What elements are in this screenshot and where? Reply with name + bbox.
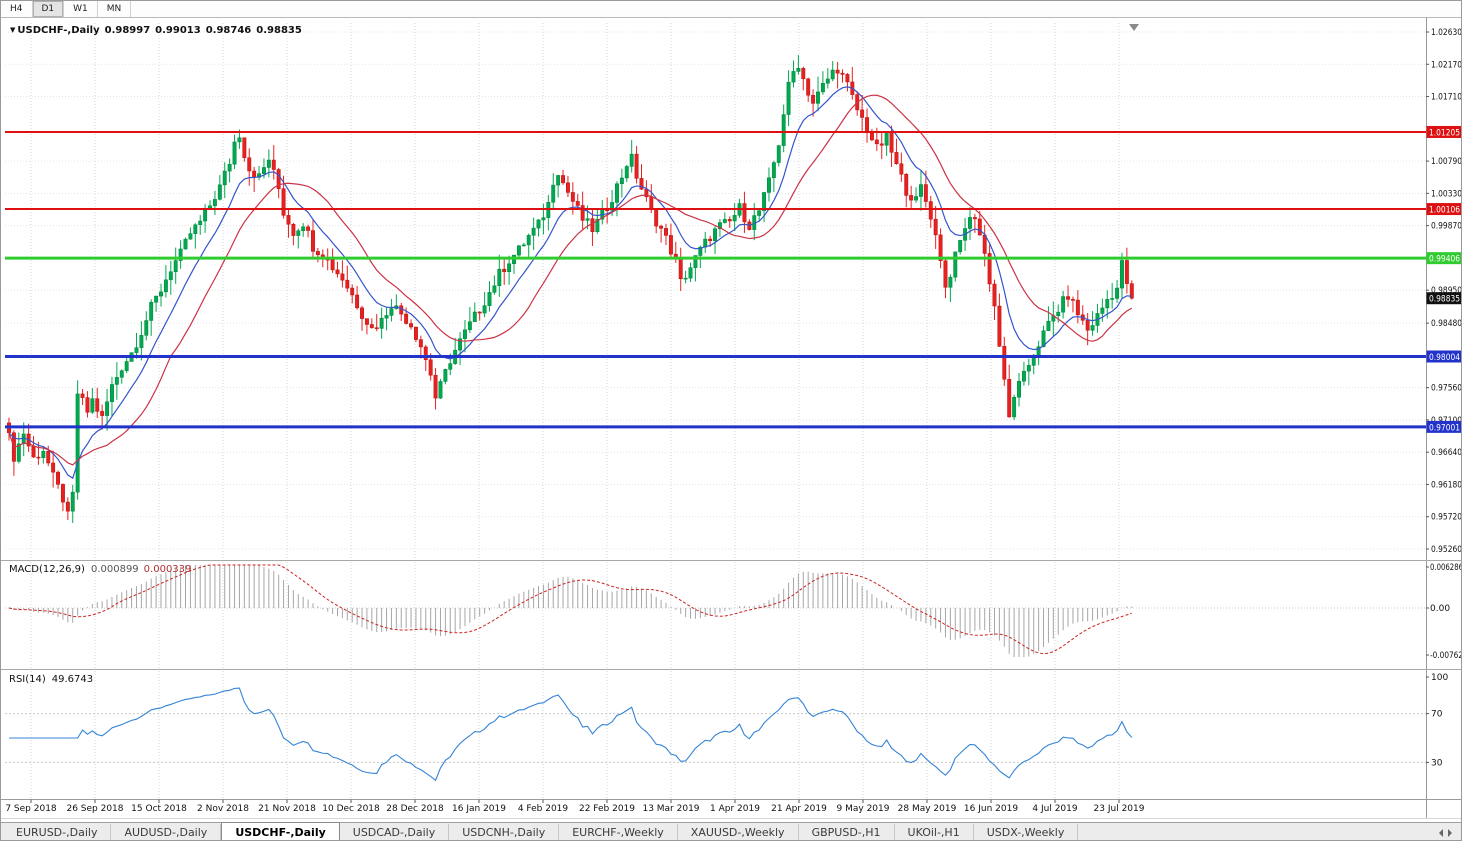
tab-usdchf-daily[interactable]: USDCHF-,Daily: [221, 822, 340, 840]
svg-text:16 Jun 2019: 16 Jun 2019: [964, 804, 1018, 814]
svg-text:1.00106: 1.00106: [1429, 206, 1460, 216]
ohlc-open: 0.98997: [104, 25, 151, 36]
rsi-scale[interactable]: 100 70 30: [1426, 673, 1448, 768]
chart-shift-marker-icon[interactable]: [1129, 24, 1139, 31]
grid-layer: [5, 23, 1426, 799]
time-scale[interactable]: 7 Sep 2018 26 Sep 2018 15 Oct 2018 2 Nov 20…: [5, 799, 1145, 815]
svg-text:1.00330: 1.00330: [1431, 189, 1462, 199]
chart-title: ▼ USDCHF-,Daily 0.98997 0.99013 0.98746 0.988…: [10, 25, 307, 36]
svg-text:13 Mar 2019: 13 Mar 2019: [642, 804, 699, 814]
timeframe-d1-button[interactable]: D1: [32, 1, 65, 17]
svg-text:0.98835: 0.98835: [1429, 295, 1460, 305]
macd-signal-value: 0.000339: [143, 564, 192, 575]
candles-layer[interactable]: [7, 55, 1134, 524]
svg-text:0.98480: 0.98480: [1431, 319, 1462, 329]
svg-text:-0.00762: -0.00762: [1430, 651, 1462, 661]
svg-text:0.98004: 0.98004: [1429, 353, 1460, 363]
svg-text:1.01710: 1.01710: [1431, 93, 1462, 103]
tab-eurchf-weekly[interactable]: EURCHF-,Weekly: [559, 824, 678, 840]
tab-audusd-daily[interactable]: AUDUSD-,Daily: [111, 824, 222, 840]
svg-text:16 Jan 2019: 16 Jan 2019: [452, 804, 506, 814]
svg-text:100: 100: [1431, 673, 1448, 683]
tab-scroll-right-icon[interactable]: [1448, 829, 1452, 837]
svg-text:0.95260: 0.95260: [1431, 545, 1462, 555]
svg-text:15 Oct 2018: 15 Oct 2018: [131, 804, 187, 814]
svg-text:4 Jul 2019: 4 Jul 2019: [1032, 804, 1077, 814]
svg-text:0.97560: 0.97560: [1431, 384, 1462, 394]
timeframe-toolbar: H4 D1 W1 MN: [1, 1, 1461, 18]
svg-text:0.00: 0.00: [1430, 604, 1450, 614]
tab-scroll-left-icon[interactable]: [1439, 829, 1443, 837]
svg-text:21 Apr 2019: 21 Apr 2019: [771, 804, 827, 814]
svg-text:1.00790: 1.00790: [1431, 157, 1462, 167]
rsi-indicator-label: RSI(14) 49.6743: [9, 674, 98, 685]
frame-layer: [1, 17, 1461, 819]
price-scale[interactable]: 1.02630 1.02170 1.01710 1.00790 1.00330 0.998…: [1426, 28, 1462, 555]
svg-text:0.96640: 0.96640: [1431, 448, 1462, 458]
macd-indicator-label: MACD(12,26,9) 0.000899 0.000339: [9, 564, 196, 575]
svg-text:26 Sep 2018: 26 Sep 2018: [66, 804, 123, 814]
macd-name: MACD(12,26,9): [9, 564, 85, 575]
svg-text:1.02170: 1.02170: [1431, 60, 1462, 70]
hline-layer[interactable]: [5, 130, 1426, 429]
tab-xauusd-weekly[interactable]: XAUUSD-,Weekly: [678, 824, 799, 840]
svg-text:7 Sep 2018: 7 Sep 2018: [5, 804, 57, 814]
collapse-triangle-icon[interactable]: ▼: [10, 26, 16, 34]
ma-layer: [8, 86, 1133, 480]
tab-usdcad-daily[interactable]: USDCAD-,Daily: [340, 824, 450, 840]
chart-tab-bar: EURUSD-,Daily AUDUSD-,Daily USDCHF-,Daily U…: [1, 822, 1461, 840]
svg-text:0.97001: 0.97001: [1429, 423, 1460, 433]
rsi-value: 49.6743: [51, 674, 94, 685]
svg-text:30: 30: [1431, 758, 1443, 768]
macd-main-value: 0.000899: [90, 564, 139, 575]
svg-text:0.95720: 0.95720: [1431, 513, 1462, 523]
svg-text:22 Feb 2019: 22 Feb 2019: [579, 804, 635, 814]
tab-usdcnh-daily[interactable]: USDCNH-,Daily: [449, 824, 560, 840]
tab-scroll-controls: [1430, 823, 1461, 840]
tab-ukoil-h1[interactable]: UKOil-,H1: [895, 824, 974, 840]
timeframe-h4-button[interactable]: H4: [1, 1, 33, 17]
ohlc-low: 0.98746: [205, 25, 252, 36]
svg-text:10 Dec 2018: 10 Dec 2018: [322, 804, 380, 814]
svg-text:4 Feb 2019: 4 Feb 2019: [518, 804, 569, 814]
svg-text:1 Apr 2019: 1 Apr 2019: [710, 804, 760, 814]
svg-text:0.99870: 0.99870: [1431, 222, 1462, 232]
svg-text:2 Nov 2018: 2 Nov 2018: [197, 804, 249, 814]
ohlc-close: 0.98835: [256, 25, 302, 36]
tab-usdx-weekly[interactable]: USDX-,Weekly: [974, 824, 1079, 840]
ohlc-high: 0.99013: [155, 25, 201, 36]
macd-scale[interactable]: 0.006286 0.00 -0.00762: [1426, 563, 1462, 661]
svg-text:0.98950: 0.98950: [1431, 286, 1462, 296]
svg-text:9 May 2019: 9 May 2019: [837, 804, 890, 814]
chart-symbol-period: USDCHF-,Daily: [17, 25, 100, 36]
svg-text:0.99406: 0.99406: [1429, 255, 1460, 265]
svg-text:28 Dec 2018: 28 Dec 2018: [386, 804, 444, 814]
svg-text:23 Jul 2019: 23 Jul 2019: [1094, 804, 1145, 814]
tab-eurusd-daily[interactable]: EURUSD-,Daily: [3, 824, 112, 840]
svg-text:0.96180: 0.96180: [1431, 480, 1462, 490]
svg-text:1.01205: 1.01205: [1429, 128, 1460, 138]
tab-gbpusd-h1[interactable]: GBPUSD-,H1: [799, 824, 895, 840]
timeframe-w1-button[interactable]: W1: [64, 1, 98, 17]
svg-text:21 Nov 2018: 21 Nov 2018: [258, 804, 316, 814]
rsi-layer: [9, 687, 1133, 782]
svg-text:1.02630: 1.02630: [1431, 28, 1462, 38]
timeframe-mn-button[interactable]: MN: [98, 1, 132, 17]
rsi-name: RSI(14): [9, 674, 46, 685]
svg-text:28 May 2019: 28 May 2019: [898, 804, 957, 814]
macd-layer: [8, 564, 1133, 657]
svg-text:70: 70: [1431, 710, 1443, 720]
svg-text:0.006286: 0.006286: [1430, 563, 1462, 573]
